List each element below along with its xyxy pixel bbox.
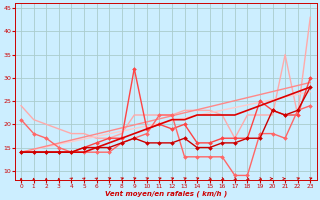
X-axis label: Vent moyen/en rafales ( km/h ): Vent moyen/en rafales ( km/h ) [105, 190, 227, 197]
